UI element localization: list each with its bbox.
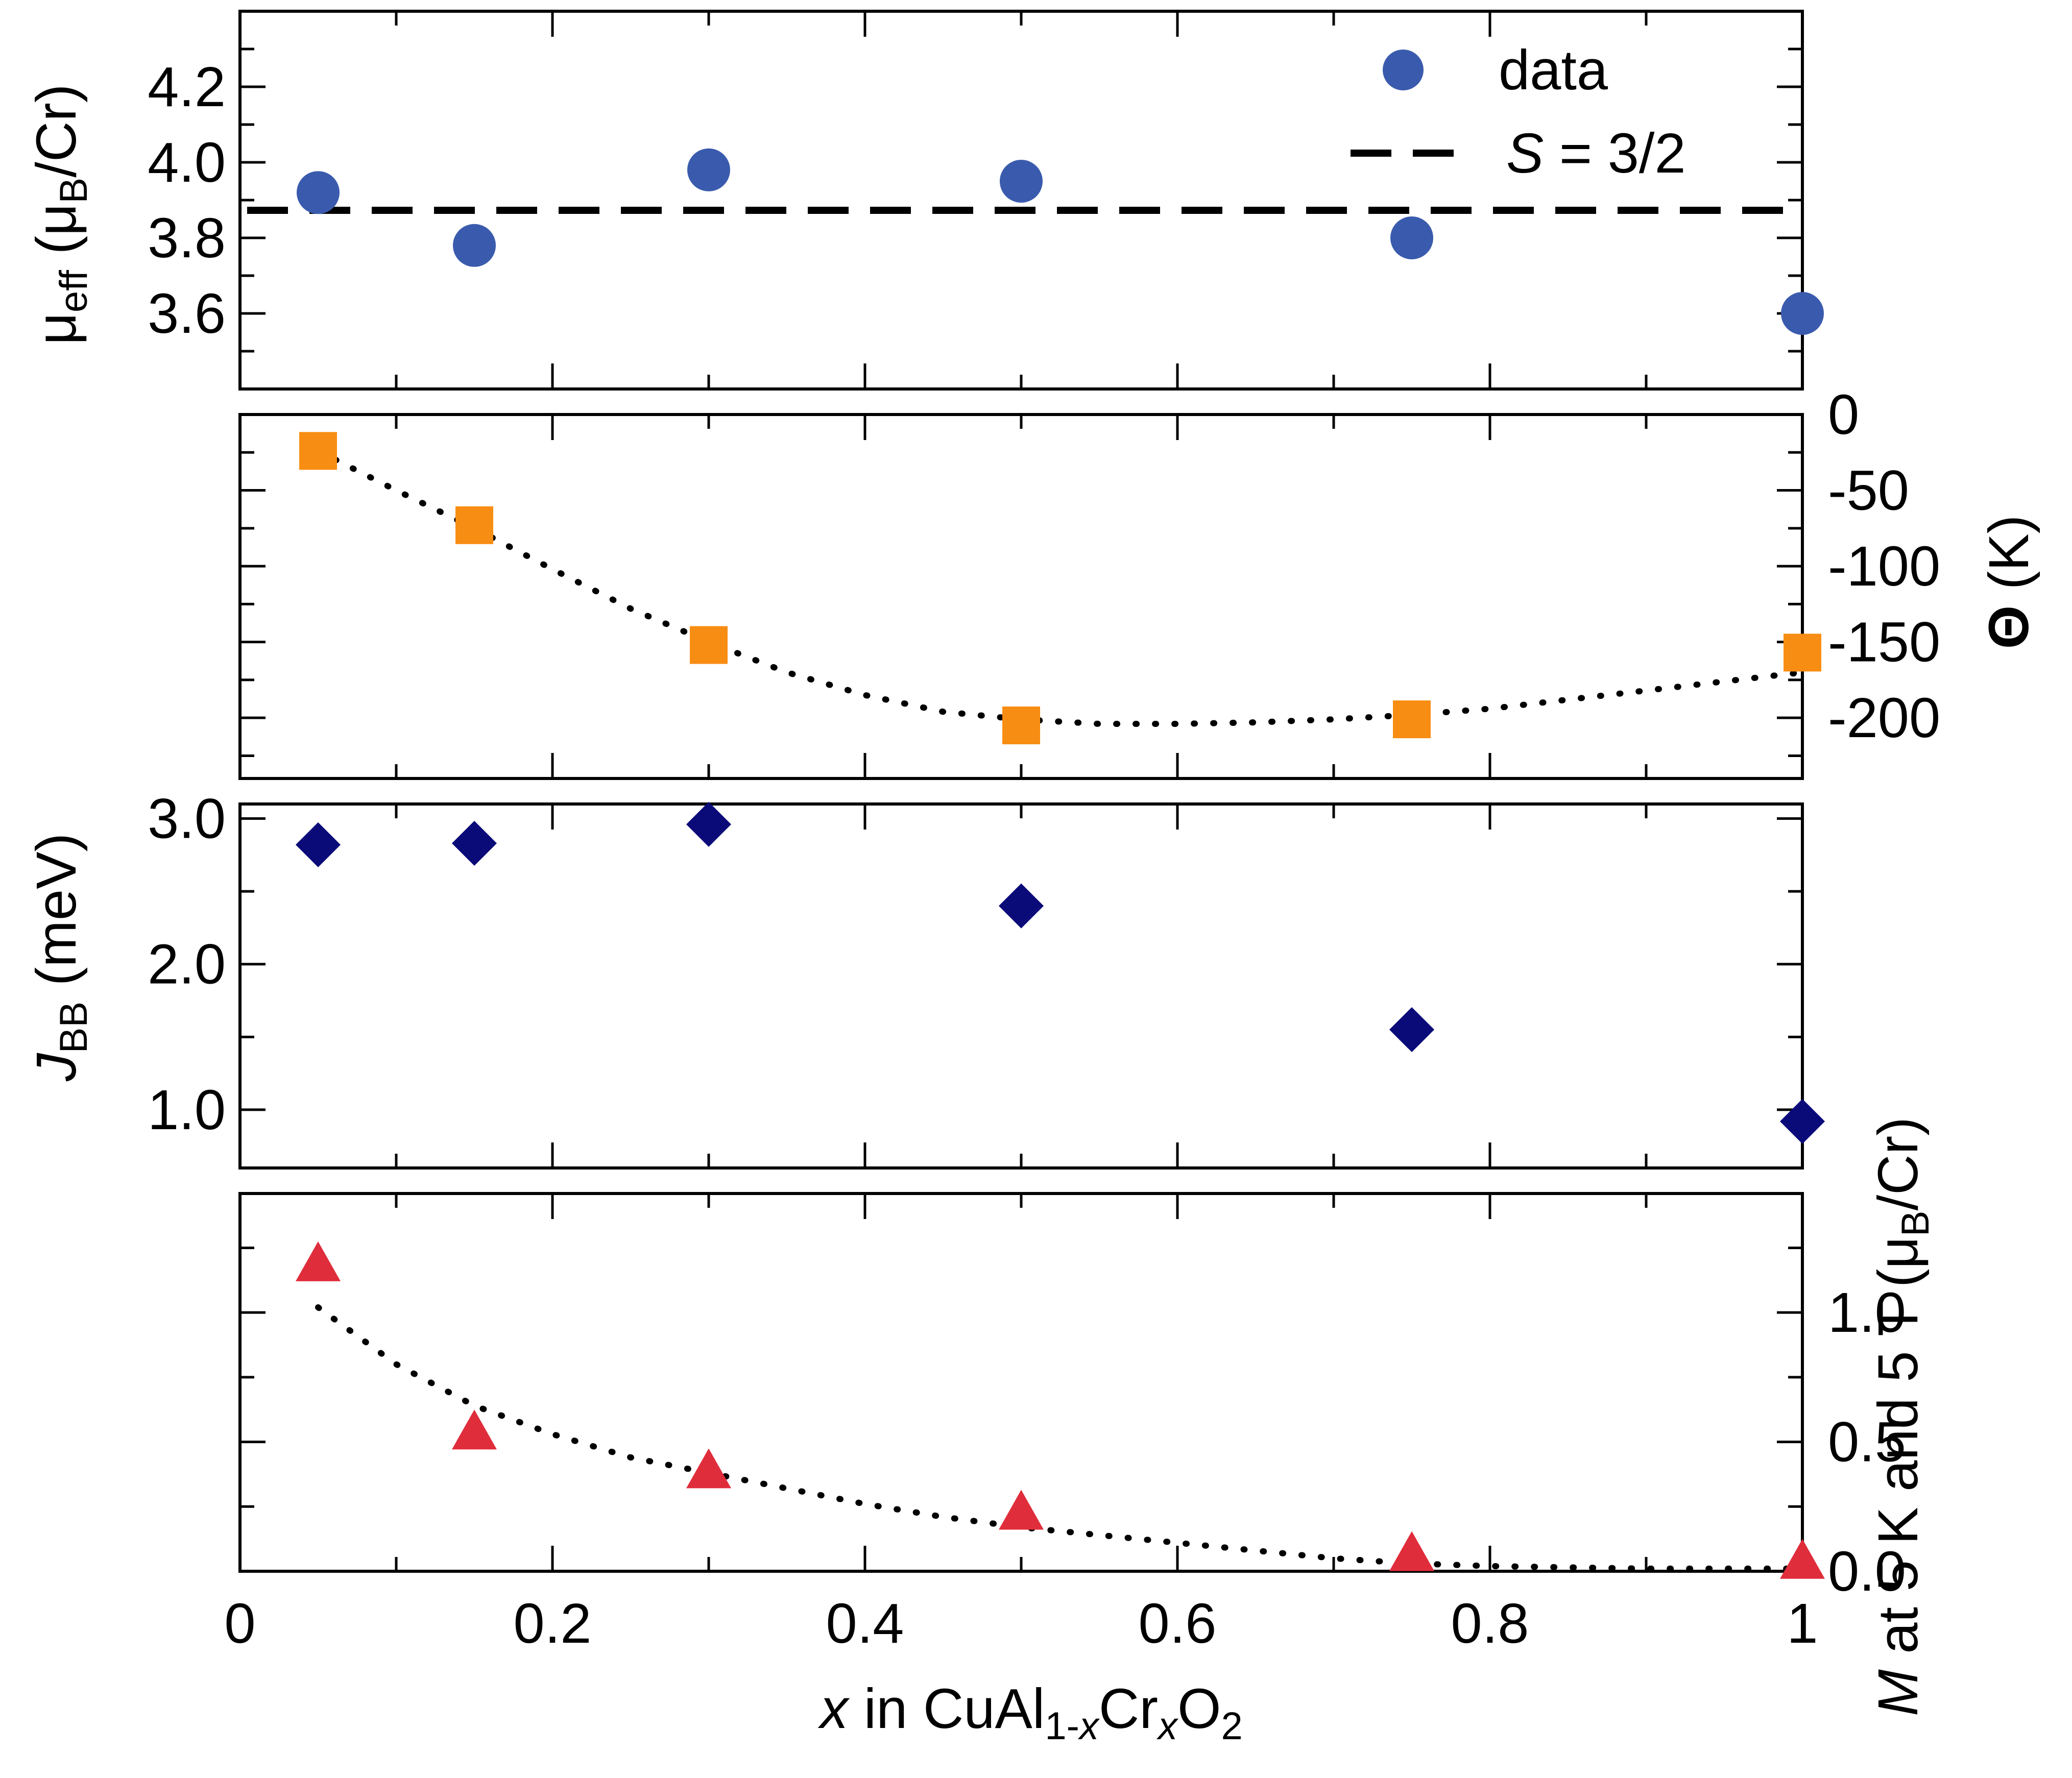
data-point-diamond xyxy=(686,801,731,847)
legend-data-label: data xyxy=(1499,39,1608,102)
panel-j-bb: 1.0 2.0 3.0 xyxy=(148,788,1825,1170)
data-point-triangle xyxy=(1780,1539,1825,1579)
panel-theta: 0 -50 -100 -150 -200 xyxy=(238,383,1940,780)
y-tick-label: 3.8 xyxy=(148,207,226,270)
legend-data-marker xyxy=(1383,50,1424,90)
data-point-triangle xyxy=(452,1409,497,1450)
data-point-square xyxy=(1393,700,1431,739)
y-tick-label: 4.2 xyxy=(148,56,226,118)
data-point-square xyxy=(1002,707,1040,745)
panel-magnetization: 0.0 0.5 1.0 xyxy=(238,1192,1906,1603)
data-point-diamond xyxy=(452,821,497,866)
panel-mu-eff: 3.6 3.8 4.0 4.2 xyxy=(148,10,1824,391)
y-tick-label: 1.0 xyxy=(148,1079,226,1141)
data-point-triangle xyxy=(686,1448,731,1489)
x-axis-ticks: 0 0.2 0.4 0.6 0.8 1 xyxy=(224,1592,1818,1655)
data-point-square xyxy=(1784,634,1821,672)
x-tick-label: 1 xyxy=(1787,1592,1818,1655)
y-tick-label: 4.0 xyxy=(148,131,226,194)
x-tick-label: 0.2 xyxy=(514,1592,592,1655)
fit-line xyxy=(315,448,1805,727)
y-axis-label-j-bb: JBB (meV) xyxy=(25,833,95,1082)
data-point-square xyxy=(690,626,728,664)
data-point-circle xyxy=(453,224,496,267)
y-tick-label: -50 xyxy=(1828,459,1909,522)
data-point-square xyxy=(455,506,493,544)
x-tick-label: 0.4 xyxy=(826,1592,904,1655)
x-tick-label: 0.8 xyxy=(1451,1592,1529,1655)
y-tick-label: 0 xyxy=(1828,383,1859,446)
y-tick-label: 0.5 xyxy=(1828,1411,1906,1474)
legend: data S = 3/2 xyxy=(1351,39,1686,185)
data-point-triangle xyxy=(999,1490,1044,1530)
y-axis-label-theta: Θ (K) xyxy=(1978,515,2040,649)
y-tick-label: 2.0 xyxy=(148,933,226,996)
data-point-triangle xyxy=(296,1241,341,1281)
y-axis-label-magnetization: M at 5 K and 5 T (μB/Cr) xyxy=(1867,1117,1937,1716)
data-point-diamond xyxy=(296,822,341,867)
data-point-diamond xyxy=(1389,1007,1434,1053)
y-tick-label: 3.6 xyxy=(148,282,226,345)
x-tick-label: 0.6 xyxy=(1139,1592,1217,1655)
y-tick-label: -200 xyxy=(1828,687,1940,749)
data-point-circle xyxy=(1781,292,1824,335)
fit-line xyxy=(315,1304,1805,1572)
y-tick-label: 1.0 xyxy=(1828,1281,1906,1344)
y-tick-label: 0.0 xyxy=(1828,1540,1906,1603)
x-axis-label: x in CuAl1-xCrxO2 xyxy=(817,1677,1243,1748)
data-point-circle xyxy=(297,171,340,214)
data-point-circle xyxy=(1000,160,1043,203)
y-tick-label: -100 xyxy=(1828,535,1940,598)
y-axis-label-mu-eff: μeff (μB/Cr) xyxy=(25,84,95,345)
y-tick-label: -150 xyxy=(1828,611,1940,674)
data-point-circle xyxy=(1390,216,1433,259)
data-point-circle xyxy=(687,148,730,191)
x-tick-label: 0 xyxy=(224,1592,255,1655)
data-point-triangle xyxy=(1389,1531,1434,1571)
data-point-square xyxy=(299,432,337,470)
data-point-diamond xyxy=(1780,1099,1825,1144)
y-tick-label: 3.0 xyxy=(148,788,226,850)
legend-s-label: S = 3/2 xyxy=(1506,122,1686,185)
data-point-diamond xyxy=(999,883,1044,929)
